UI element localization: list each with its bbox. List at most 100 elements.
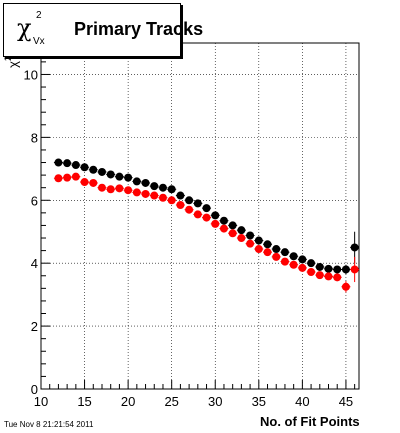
data-point [106,185,115,194]
data-point [54,174,63,183]
x-tick-label: 30 [208,394,222,409]
title-chi-symbol: χ [17,14,32,42]
data-point [211,219,220,228]
data-point [219,224,228,233]
data-point [185,205,194,214]
data-point [307,259,316,268]
data-point [350,265,359,274]
data-point [150,191,159,200]
data-point [246,239,255,248]
data-point [97,183,106,192]
data-point [263,240,272,249]
x-axis-label: No. of Fit Points [260,414,360,429]
data-point [141,178,150,187]
data-point [211,211,220,220]
x-tick-label: 40 [295,394,309,409]
data-point [341,282,350,291]
x-tick-label: 15 [77,394,91,409]
y-tick-label: 6 [31,193,38,208]
data-point [263,248,272,257]
data-point [193,210,202,219]
data-point [132,177,141,186]
data-point [115,184,124,193]
data-point [315,271,324,280]
data-point [333,273,342,282]
data-point [167,196,176,205]
data-point [324,272,333,281]
data-point [341,265,350,274]
y-axis-label-superscript: 2 [3,56,13,62]
data-point [333,265,342,274]
data-point [246,231,255,240]
x-tick-label: 35 [252,394,266,409]
data-point [106,170,115,179]
y-tick-label: 10 [24,67,38,82]
data-point [202,213,211,222]
data-series [53,158,360,293]
data-point [115,172,124,181]
plot-frame [40,42,360,390]
data-point [71,161,80,170]
y-tick-label: 0 [31,382,38,397]
data-point [315,262,324,271]
data-point [89,165,98,174]
data-point [237,226,246,235]
y-tick-label: 4 [31,256,38,271]
data-point [124,186,133,195]
data-point [167,185,176,194]
data-point [272,245,281,254]
data-point [254,236,263,245]
data-point [63,159,72,168]
data-point [150,182,159,191]
data-point [97,167,106,176]
data-point [141,189,150,198]
data-point [272,252,281,261]
data-point [89,178,98,187]
data-point [80,178,89,187]
data-point [80,163,89,172]
timestamp: Tue Nov 8 21:21:54 2011 [4,420,94,429]
data-point [254,245,263,254]
y-tick-label: 2 [31,319,38,334]
data-point [280,248,289,257]
data-point [176,200,185,209]
data-point [228,229,237,238]
y-axis-label-symbol: χ [5,61,21,68]
x-tick-label: 10 [34,394,48,409]
data-point [176,191,185,200]
y-axis-label: χ2 [3,56,20,68]
data-point [71,172,80,181]
x-tick-label: 25 [164,394,178,409]
data-point [228,221,237,230]
data-point [185,196,194,205]
series-1 [53,158,360,275]
data-point [280,257,289,266]
title-subscript: Vx [33,36,45,47]
x-tick-label: 45 [339,394,353,409]
data-point [54,158,63,167]
y-tick-label: 8 [31,130,38,145]
data-point [324,264,333,273]
data-point [158,193,167,202]
title-box: χ 2 Vx Primary Tracks [3,3,203,57]
x-tick-label: 20 [121,394,135,409]
title-superscript: 2 [36,10,42,21]
data-point [298,263,307,272]
data-point [289,260,298,269]
data-point [307,267,316,276]
data-point [219,216,228,225]
data-point [63,173,72,182]
data-point [124,173,133,182]
data-point [237,234,246,243]
series-2 [53,172,360,293]
data-point [350,243,359,252]
axis-ticks: 10 15 20 25 30 35 40 45 0 2 4 6 8 10 [24,48,356,409]
data-point [289,252,298,261]
data-point [202,204,211,213]
data-point [298,255,307,264]
data-point [158,183,167,192]
data-point [132,188,141,197]
chart-title: Primary Tracks [74,19,204,39]
data-point [193,199,202,208]
